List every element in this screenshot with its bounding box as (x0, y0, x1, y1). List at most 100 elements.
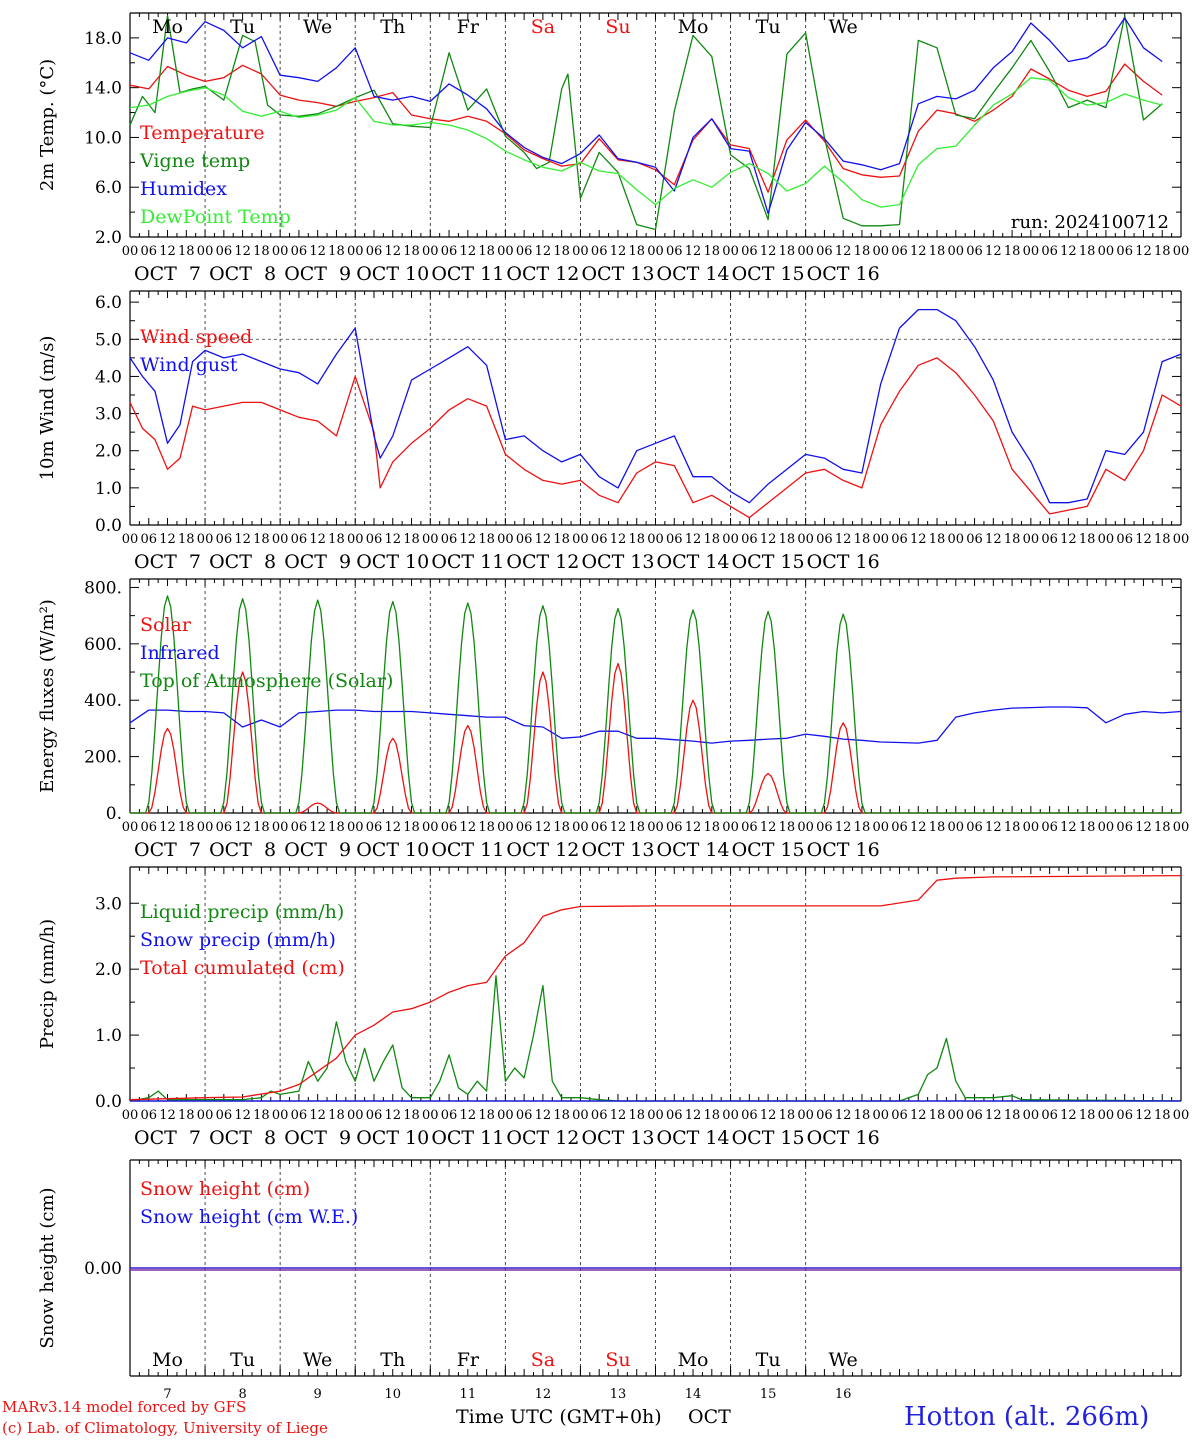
weekday-label-bottom: Th (380, 1349, 405, 1371)
date-label: OCT 8 (209, 1127, 276, 1149)
hour-tick-label: 06 (291, 532, 308, 547)
weekday-label-bottom: We (829, 1349, 858, 1371)
hour-tick-label: 18 (929, 1108, 946, 1123)
hour-tick-label: 00 (272, 532, 289, 547)
hour-tick-label: 12 (760, 1108, 777, 1123)
hour-tick-label: 18 (478, 1108, 495, 1123)
day-number-label: 13 (610, 1387, 627, 1402)
hour-tick-label: 06 (1041, 1108, 1058, 1123)
hour-tick-label: 12 (234, 244, 251, 259)
date-label: OCT 7 (134, 1127, 201, 1149)
hour-tick-label: 06 (441, 244, 458, 259)
series-line-infrared (129, 706, 1182, 744)
hour-tick-label: 06 (441, 1108, 458, 1123)
hour-tick-label: 00 (1098, 820, 1115, 835)
series-line-vigne-temp (129, 14, 1163, 231)
legend-entry: Total cumulated (cm) (140, 957, 345, 979)
hour-tick-label: 06 (591, 244, 608, 259)
date-label: OCT 15 (732, 263, 805, 285)
series-line-dewpoint-temp (129, 77, 1163, 208)
hour-tick-label: 00 (197, 820, 214, 835)
date-label: OCT 16 (807, 1127, 880, 1149)
hour-tick-label: 00 (497, 244, 514, 259)
panel-2: 10m Wind (m/s) (37, 290, 1182, 526)
hour-tick-label: 12 (835, 532, 852, 547)
hour-tick-label: 12 (685, 1108, 702, 1123)
weekday-label: Tu (756, 16, 781, 38)
hour-tick-label: 12 (835, 1108, 852, 1123)
weekday-label-bottom: Su (605, 1349, 630, 1371)
hour-tick-label: 00 (497, 820, 514, 835)
hour-tick-label: 00 (872, 244, 889, 259)
hour-tick-label: 06 (1116, 532, 1133, 547)
hour-tick-label: 18 (704, 1108, 721, 1123)
hour-tick-label: 12 (535, 532, 552, 547)
y-tick-label: 6.0 (95, 178, 122, 198)
hour-tick-label: 12 (760, 532, 777, 547)
date-label: OCT 11 (431, 551, 504, 573)
hour-tick-label: 06 (1041, 820, 1058, 835)
hour-tick-label: 18 (1004, 532, 1021, 547)
hour-tick-label: 00 (722, 1108, 739, 1123)
hour-tick-label: 18 (403, 820, 420, 835)
series-line-total-cumulated-cm- (129, 874, 1182, 1101)
y-tick-label: 600. (84, 635, 122, 655)
time-axis-title: Time UTC (GMT+0h) (456, 1406, 662, 1428)
date-label: OCT 15 (732, 1127, 805, 1149)
hour-tick-label: 18 (553, 820, 570, 835)
hour-tick-label: 00 (347, 1108, 364, 1123)
day-number-label: 12 (535, 1387, 552, 1402)
weekday-label-bottom: Mo (678, 1349, 709, 1371)
y-axis-label: Precip (mm/h) (37, 919, 58, 1049)
hour-tick-label: 06 (216, 820, 233, 835)
panel-5: Snow height (cm) (37, 1159, 1182, 1377)
hour-tick-label: 12 (460, 532, 477, 547)
date-label: OCT 8 (209, 263, 276, 285)
weekday-label: Mo (678, 16, 709, 38)
hour-tick-label: 00 (572, 820, 589, 835)
hour-tick-label: 18 (1004, 1108, 1021, 1123)
model-credit: MARv3.14 model forced by GFS (2, 1398, 247, 1416)
legend-entry: Vigne temp (139, 150, 250, 172)
hour-tick-label: 18 (178, 244, 195, 259)
hour-tick-label: 00 (948, 532, 965, 547)
hour-tick-label: 06 (1041, 244, 1058, 259)
hour-tick-label: 18 (403, 244, 420, 259)
series-line-liquid-precip-mm-h- (129, 975, 1182, 1102)
hour-tick-label: 06 (441, 820, 458, 835)
hour-tick-label: 18 (1079, 244, 1096, 259)
hour-tick-label: 00 (647, 820, 664, 835)
hour-tick-label: 06 (666, 532, 683, 547)
hour-tick-label: 18 (478, 244, 495, 259)
hour-tick-label: 06 (966, 1108, 983, 1123)
station-name: Hotton (alt. 266m) (904, 1402, 1150, 1432)
hour-tick-label: 18 (929, 532, 946, 547)
y-tick-label: 3.0 (95, 405, 122, 425)
hour-tick-label: 18 (704, 532, 721, 547)
hour-tick-label: 00 (1098, 1108, 1115, 1123)
hour-tick-label: 00 (122, 1108, 139, 1123)
date-label: OCT 16 (807, 263, 880, 285)
hour-tick-label: 00 (722, 244, 739, 259)
date-label: OCT 9 (284, 551, 351, 573)
date-label: OCT 16 (807, 551, 880, 573)
hour-tick-label: 12 (985, 244, 1002, 259)
hour-tick-label: 12 (535, 244, 552, 259)
hour-tick-label: 06 (1116, 1108, 1133, 1123)
date-label: OCT 12 (506, 1127, 579, 1149)
hour-tick-label: 00 (1173, 244, 1190, 259)
y-tick-label: 14.0 (84, 79, 122, 99)
legend-entry: Solar (140, 614, 192, 636)
hour-tick-label: 00 (1098, 532, 1115, 547)
legend-entry: Liquid precip (mm/h) (140, 901, 344, 923)
hour-tick-label: 12 (384, 1108, 401, 1123)
hour-tick-label: 00 (197, 1108, 214, 1123)
hour-tick-label: 00 (272, 1108, 289, 1123)
weekday-label-bottom: Mo (152, 1349, 183, 1371)
hour-tick-label: 12 (985, 820, 1002, 835)
hour-tick-label: 12 (1060, 1108, 1077, 1123)
hour-tick-label: 00 (422, 820, 439, 835)
y-tick-label: 0.0 (95, 1092, 122, 1112)
hour-tick-label: 12 (309, 820, 326, 835)
day-number-label: 16 (835, 1387, 852, 1402)
